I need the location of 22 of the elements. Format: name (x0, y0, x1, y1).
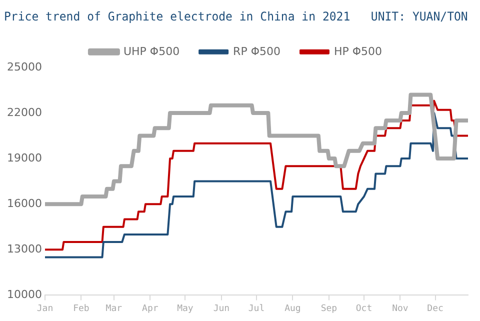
x-tick-label: May (177, 304, 194, 314)
x-tick-label: Aug (284, 304, 301, 314)
y-tick-label: 25000 (6, 60, 42, 74)
x-tick-label: Jan (36, 304, 54, 314)
legend-label: HP Φ500 (334, 44, 382, 58)
x-tick-label: Jul (248, 304, 265, 314)
y-tick-label: 19000 (6, 151, 42, 164)
legend-label: UHP Φ500 (123, 44, 180, 58)
chart-title: Price trend of Graphite electrode in China in 2021 UNIT: YUAN/TON (4, 9, 468, 24)
y-tick-label: 13000 (6, 242, 42, 256)
y-tick-label: 16000 (6, 196, 42, 210)
x-tick-label: Dec (427, 304, 444, 314)
x-tick-label: Jun (213, 304, 230, 314)
x-tick-label: Sep (320, 304, 338, 314)
x-tick-label: Mar (106, 304, 123, 314)
y-tick-label: 10000 (6, 288, 42, 302)
x-tick-label: Nov (392, 304, 408, 314)
x-tick-label: Feb (73, 304, 90, 314)
legend-label: RP Φ500 (233, 44, 280, 58)
x-tick-label: Apr (142, 304, 159, 314)
y-tick-label: 22000 (6, 106, 42, 119)
x-tick-label: Oct (356, 304, 372, 314)
